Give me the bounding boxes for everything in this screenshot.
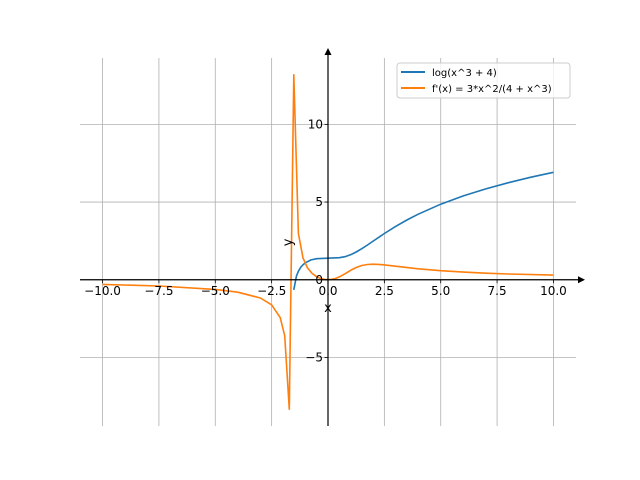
x-tick-label: −5.0	[201, 284, 230, 298]
y-tick-label: 5	[315, 195, 323, 209]
series-line-0	[293, 171, 554, 291]
y-tick-label: −5	[305, 350, 323, 364]
y-tick-label: 0	[315, 273, 323, 287]
x-tick-label: 5.0	[431, 284, 450, 298]
legend-box	[396, 62, 571, 99]
axes	[80, 48, 585, 426]
y-axis-label: y	[281, 238, 296, 246]
ticks: −10.0 −7.5 −5.0 −2.5 0.0 2.5 5.0 7.5 10.0 −5 0 5 10	[84, 117, 567, 364]
x-tick-label: −10.0	[84, 284, 121, 298]
x-tick-label: 2.5	[375, 284, 394, 298]
legend-label-1: f'(x) = 3*x^2/(4 + x^3)	[432, 84, 552, 95]
x-tick-label: −7.5	[144, 284, 173, 298]
y-axis-arrow-icon	[324, 48, 332, 55]
x-axis-label: x	[324, 301, 332, 316]
x-tick-label: 10.0	[540, 284, 567, 298]
x-axis-arrow-icon	[578, 276, 585, 284]
x-tick-label: 7.5	[488, 284, 507, 298]
y-tick-label: 10	[308, 117, 323, 131]
x-tick-label: −2.5	[257, 284, 286, 298]
legend-label-0: log(x^3 + 4)	[432, 68, 497, 79]
x-tick-label: 0.0	[318, 284, 337, 298]
legend: log(x^3 + 4) f'(x) = 3*x^2/(4 + x^3)	[396, 62, 571, 99]
